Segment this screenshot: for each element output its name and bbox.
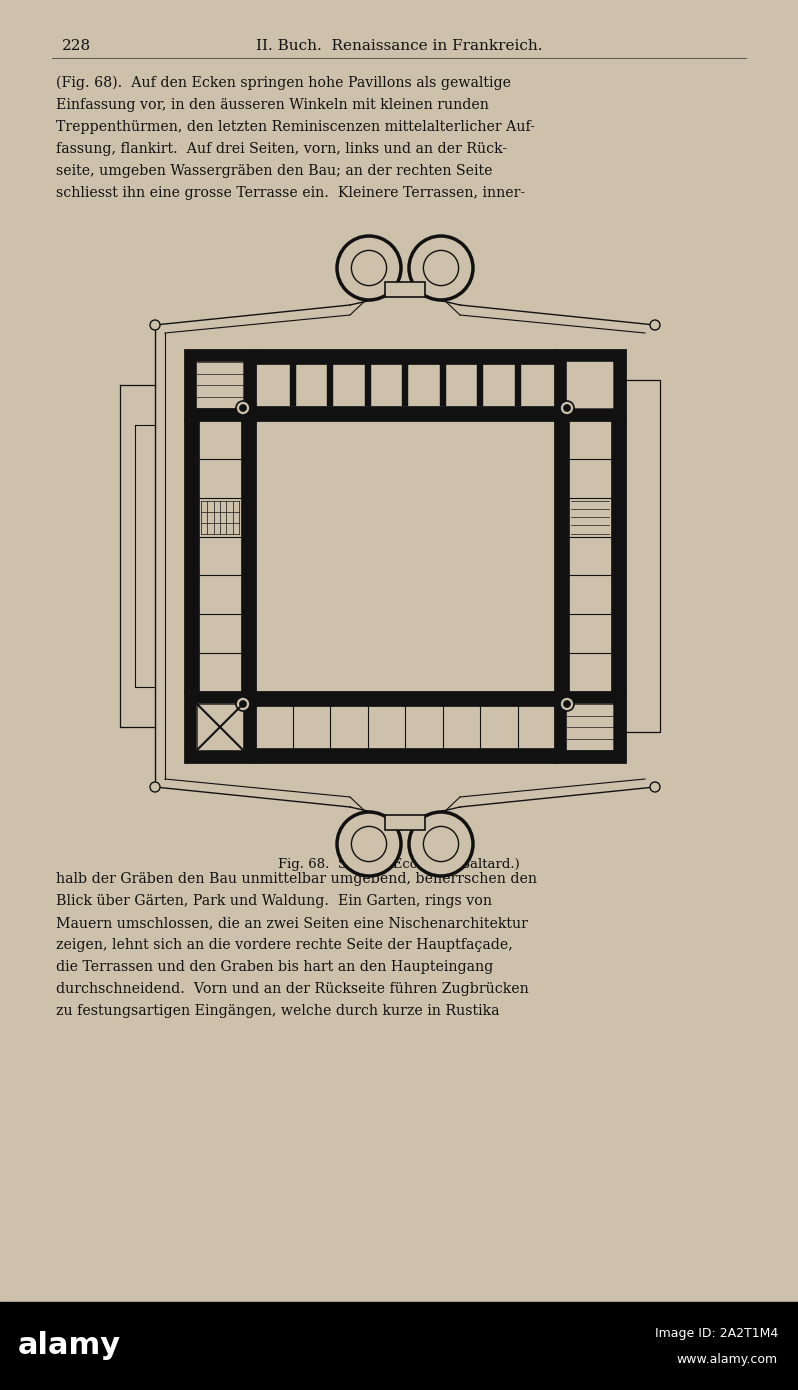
Bar [611, 420, 625, 692]
Text: Treppenthürmen, den letzten Reminiscenzen mittelalterlicher Auf-: Treppenthürmen, den letzten Reminiscenze… [56, 120, 535, 133]
Circle shape [563, 404, 571, 411]
Bar [555, 350, 625, 361]
Circle shape [236, 400, 250, 416]
Circle shape [239, 701, 247, 708]
Bar [255, 350, 555, 420]
Text: durchschneidend.  Vorn und an der Rückseite führen Zugbrücken: durchschneidend. Vorn und an der Rücksei… [56, 981, 529, 997]
Bar [515, 364, 520, 406]
Circle shape [560, 400, 574, 416]
Text: die Terrassen und den Graben bis hart an den Haupteingang: die Terrassen und den Graben bis hart an… [56, 960, 493, 974]
Bar [255, 692, 555, 762]
Bar [255, 420, 555, 692]
Bar [255, 692, 555, 706]
Bar [0, 1302, 798, 1390]
Circle shape [351, 827, 386, 862]
Text: zu festungsartigen Eingängen, welche durch kurze in Rustika: zu festungsartigen Eingängen, welche dur… [56, 1004, 500, 1017]
Bar [185, 350, 255, 420]
Text: seite, umgeben Wassergräben den Bau; an der rechten Seite: seite, umgeben Wassergräben den Bau; an … [56, 164, 492, 178]
Bar [185, 751, 255, 762]
Bar [613, 703, 625, 751]
Bar [185, 350, 255, 361]
Bar [402, 364, 408, 406]
Circle shape [351, 250, 386, 285]
Text: II. Buch.  Renaissance in Frankreich.: II. Buch. Renaissance in Frankreich. [255, 39, 543, 53]
Bar [197, 703, 243, 751]
Circle shape [239, 404, 247, 411]
Bar [477, 364, 483, 406]
Bar [440, 364, 445, 406]
Bar [327, 364, 333, 406]
Circle shape [409, 236, 473, 300]
Text: (Fig. 68).  Auf den Ecken springen hohe Pavillons als gewaltige: (Fig. 68). Auf den Ecken springen hohe P… [56, 76, 511, 90]
Bar [625, 379, 660, 733]
Text: 228: 228 [62, 39, 91, 53]
Bar [185, 692, 255, 762]
Bar [385, 282, 425, 297]
Text: zeigen, lehnt sich an die vordere rechte Seite der Hauptfaçade,: zeigen, lehnt sich an die vordere rechte… [56, 938, 513, 952]
Bar [567, 361, 613, 409]
Bar [185, 409, 255, 420]
Circle shape [560, 696, 574, 712]
Text: www.alamy.com: www.alamy.com [677, 1354, 778, 1366]
Text: Blick über Gärten, Park und Waldung.  Ein Garten, rings von: Blick über Gärten, Park und Waldung. Ein… [56, 894, 492, 908]
Circle shape [236, 696, 250, 712]
Bar [243, 361, 255, 409]
Bar [255, 748, 555, 762]
Text: Einfassung vor, in den äusseren Winkeln mit kleinen runden: Einfassung vor, in den äusseren Winkeln … [56, 99, 489, 113]
Text: halb der Gräben den Bau unmittelbar umgebend, beherrschen den: halb der Gräben den Bau unmittelbar umge… [56, 872, 537, 885]
Bar [197, 703, 243, 751]
Text: fassung, flankirt.  Auf drei Seiten, vorn, links und an der Rück-: fassung, flankirt. Auf drei Seiten, vorn… [56, 142, 507, 156]
Bar [555, 420, 625, 692]
Text: schliesst ihn eine grosse Terrasse ein.  Kleinere Terrassen, inner-: schliesst ihn eine grosse Terrasse ein. … [56, 186, 525, 200]
Bar [185, 703, 197, 751]
Bar [365, 364, 370, 406]
Bar [185, 420, 255, 692]
Bar [555, 409, 625, 420]
Text: alamy: alamy [18, 1332, 121, 1361]
Bar [555, 703, 567, 751]
Bar [385, 815, 425, 830]
Bar [185, 361, 197, 409]
Circle shape [424, 250, 459, 285]
Circle shape [424, 827, 459, 862]
Circle shape [409, 812, 473, 876]
Circle shape [150, 783, 160, 792]
Bar [185, 692, 255, 703]
Circle shape [337, 236, 401, 300]
Bar [555, 361, 567, 409]
Bar [241, 420, 255, 692]
Bar [255, 406, 555, 420]
Text: Fig. 68.  Schloss Econen.  (Baltard.): Fig. 68. Schloss Econen. (Baltard.) [279, 858, 519, 872]
Bar [290, 364, 295, 406]
Bar [197, 361, 243, 409]
Circle shape [650, 783, 660, 792]
Circle shape [337, 812, 401, 876]
Text: Image ID: 2A2T1M4: Image ID: 2A2T1M4 [654, 1327, 778, 1340]
Bar [555, 420, 569, 692]
Bar [555, 692, 625, 762]
Bar [555, 692, 625, 703]
Bar [555, 751, 625, 762]
Bar [567, 703, 613, 751]
Bar [613, 361, 625, 409]
Circle shape [150, 320, 160, 329]
Bar [185, 420, 199, 692]
Bar [243, 703, 255, 751]
Text: Mauern umschlossen, die an zwei Seiten eine Nischenarchitektur: Mauern umschlossen, die an zwei Seiten e… [56, 916, 527, 930]
Circle shape [563, 701, 571, 708]
Bar [255, 350, 555, 364]
Bar [555, 350, 625, 420]
Circle shape [650, 320, 660, 329]
